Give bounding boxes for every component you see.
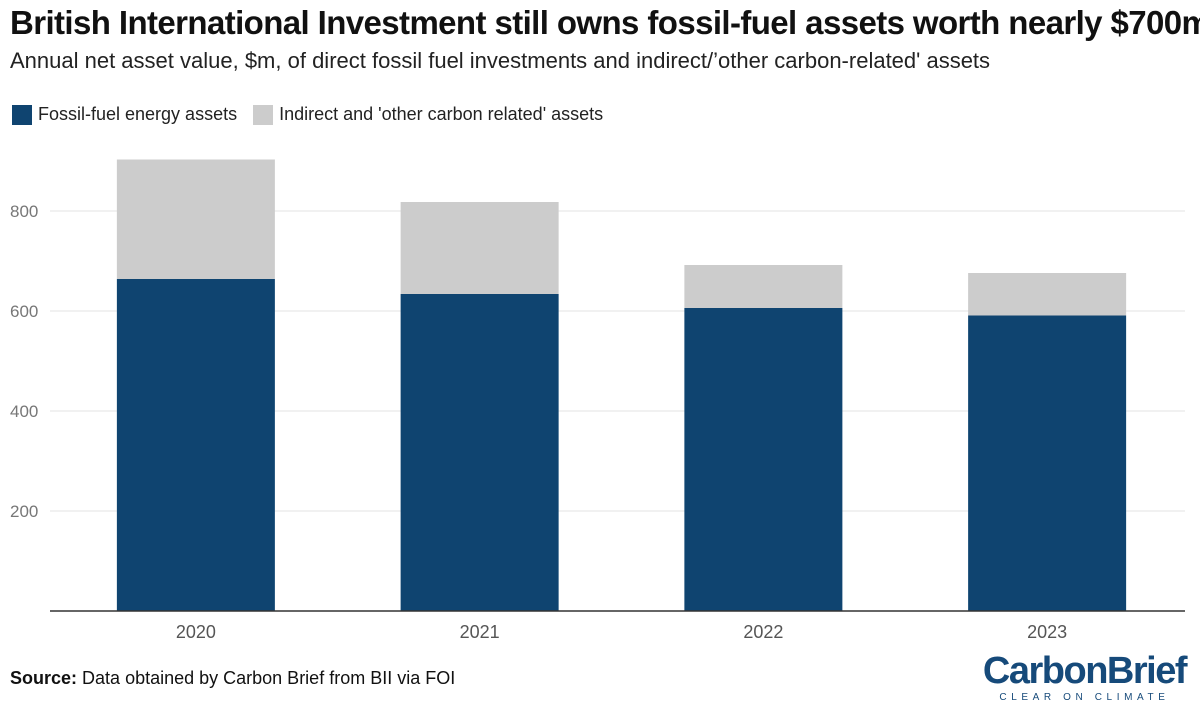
bar-2022-series-1 xyxy=(684,265,843,308)
x-tick-label-2022: 2022 xyxy=(743,622,783,642)
bar-2023-series-1 xyxy=(968,273,1127,316)
bar-2020-series-1 xyxy=(116,159,275,279)
x-tick-label-2020: 2020 xyxy=(176,622,216,642)
legend-item-indirect: Indirect and 'other carbon related' asse… xyxy=(253,104,603,125)
y-tick-label-600: 600 xyxy=(10,302,38,321)
logo-carbon: Carbon xyxy=(982,650,1109,692)
chart-subtitle: Annual net asset value, $m, of direct fo… xyxy=(10,48,991,73)
carbon-brief-logo: CarbonBrief CLEAR ON CLIMATE xyxy=(982,650,1188,703)
bar-2021-series-1 xyxy=(400,202,559,294)
logo-wordmark: CarbonBrief xyxy=(982,650,1188,692)
bar-2023-series-0 xyxy=(968,315,1127,611)
logo-brief: Brief xyxy=(1106,650,1188,692)
legend-swatch-fossil xyxy=(12,104,32,125)
source-text: Data obtained by Carbon Brief from BII v… xyxy=(82,668,456,688)
y-tick-label-200: 200 xyxy=(10,502,38,521)
legend-item-fossil: Fossil-fuel energy assets xyxy=(12,104,237,125)
bar-2020-series-0 xyxy=(116,279,275,611)
legend-label-indirect: Indirect and 'other carbon related' asse… xyxy=(279,104,604,124)
x-tick-label-2021: 2021 xyxy=(460,622,500,642)
legend-label-fossil: Fossil-fuel energy assets xyxy=(38,104,238,124)
bar-2022-series-0 xyxy=(684,308,843,611)
chart-title: British International Investment still o… xyxy=(10,4,1200,41)
x-tick-label-2023: 2023 xyxy=(1027,622,1067,642)
logo-tagline: CLEAR ON CLIMATE xyxy=(999,692,1170,703)
source-label: Source: xyxy=(10,668,78,688)
legend: Fossil-fuel energy assets Indirect and '… xyxy=(12,104,619,125)
legend-swatch-indirect xyxy=(253,104,274,125)
y-tick-label-800: 800 xyxy=(10,202,38,221)
source-note: Source: Data obtained by Carbon Brief fr… xyxy=(10,668,455,689)
y-tick-label-400: 400 xyxy=(10,402,38,421)
bar-2021-series-0 xyxy=(400,294,559,611)
